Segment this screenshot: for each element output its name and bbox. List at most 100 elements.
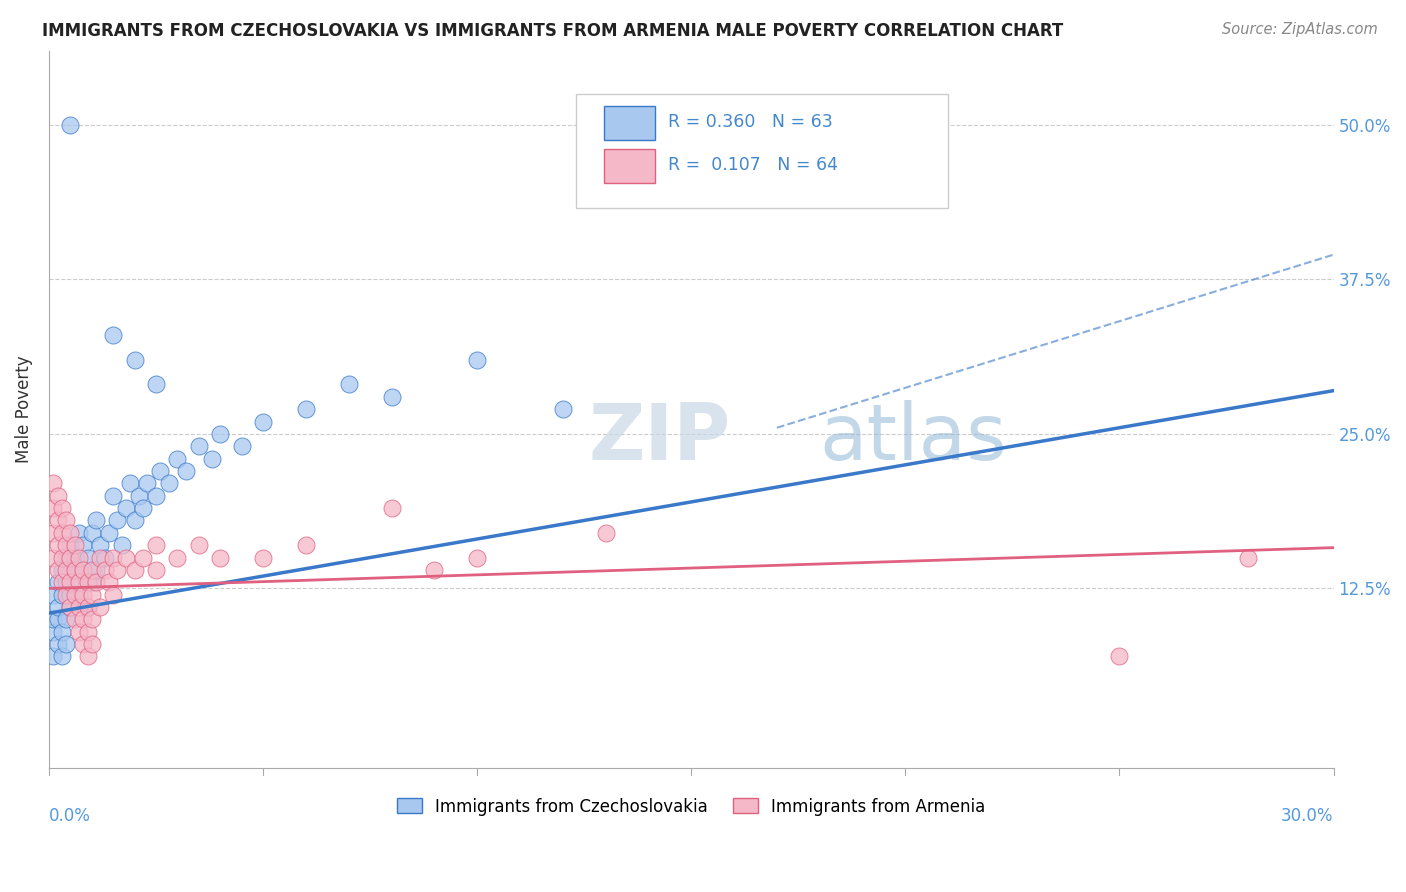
Point <box>72 563 94 577</box>
Point <box>124 352 146 367</box>
Point <box>55 588 77 602</box>
Point <box>157 476 180 491</box>
Point <box>1108 649 1130 664</box>
Point <box>59 563 82 577</box>
Point <box>59 525 82 540</box>
Point <box>103 328 125 343</box>
Point <box>423 563 446 577</box>
Point <box>115 501 138 516</box>
Point <box>145 489 167 503</box>
Point <box>63 575 86 590</box>
Point <box>209 426 232 441</box>
Point <box>72 588 94 602</box>
Point <box>80 612 103 626</box>
Point <box>84 513 107 527</box>
Point <box>201 451 224 466</box>
Point <box>59 599 82 614</box>
Point <box>67 550 90 565</box>
Point <box>42 624 65 639</box>
Point <box>46 599 69 614</box>
Point <box>42 649 65 664</box>
Legend: Immigrants from Czechoslovakia, Immigrants from Armenia: Immigrants from Czechoslovakia, Immigran… <box>388 789 994 824</box>
Point <box>51 624 73 639</box>
Point <box>76 599 98 614</box>
Point <box>51 525 73 540</box>
Point <box>187 439 209 453</box>
Point <box>46 513 69 527</box>
Point <box>55 563 77 577</box>
Point <box>103 588 125 602</box>
Point <box>80 637 103 651</box>
Point <box>252 415 274 429</box>
Point <box>132 501 155 516</box>
Point <box>63 538 86 552</box>
Point <box>149 464 172 478</box>
Point <box>46 637 69 651</box>
Point <box>380 501 402 516</box>
Point <box>107 513 129 527</box>
Point <box>67 588 90 602</box>
Point <box>124 563 146 577</box>
Point <box>187 538 209 552</box>
Point <box>103 489 125 503</box>
Point <box>551 402 574 417</box>
Point <box>97 575 120 590</box>
Point <box>89 538 111 552</box>
Point <box>63 612 86 626</box>
Point <box>63 563 86 577</box>
Point <box>72 612 94 626</box>
Point <box>55 513 77 527</box>
Point <box>76 624 98 639</box>
Point <box>465 352 488 367</box>
Point <box>337 377 360 392</box>
Point <box>89 550 111 565</box>
Point <box>132 550 155 565</box>
Text: Source: ZipAtlas.com: Source: ZipAtlas.com <box>1222 22 1378 37</box>
Point <box>55 538 77 552</box>
Point <box>145 377 167 392</box>
Point <box>59 599 82 614</box>
Text: R = 0.360   N = 63: R = 0.360 N = 63 <box>668 113 832 131</box>
Point <box>80 588 103 602</box>
Point <box>124 513 146 527</box>
Point <box>59 538 82 552</box>
Point <box>295 402 318 417</box>
Point <box>76 599 98 614</box>
Point <box>89 599 111 614</box>
Point <box>209 550 232 565</box>
Point <box>59 118 82 132</box>
Point <box>55 612 77 626</box>
Point <box>103 550 125 565</box>
Point <box>42 588 65 602</box>
Point <box>295 538 318 552</box>
Point <box>97 525 120 540</box>
FancyBboxPatch shape <box>575 94 948 209</box>
Point <box>63 588 86 602</box>
Y-axis label: Male Poverty: Male Poverty <box>15 355 32 463</box>
Point <box>67 525 90 540</box>
Point <box>59 550 82 565</box>
Point <box>465 550 488 565</box>
Point <box>595 525 617 540</box>
Point <box>107 563 129 577</box>
Point <box>380 390 402 404</box>
Point <box>93 550 115 565</box>
Point <box>67 599 90 614</box>
Point <box>55 550 77 565</box>
Text: ZIP: ZIP <box>589 400 731 475</box>
Point <box>166 451 188 466</box>
Point <box>67 624 90 639</box>
Point <box>136 476 159 491</box>
Text: atlas: atlas <box>820 400 1007 475</box>
Point <box>51 550 73 565</box>
Point <box>51 575 73 590</box>
Point <box>72 538 94 552</box>
Point <box>67 575 90 590</box>
Text: 30.0%: 30.0% <box>1281 807 1333 825</box>
Point <box>55 637 77 651</box>
Point <box>145 563 167 577</box>
Point <box>42 550 65 565</box>
Point <box>46 538 69 552</box>
Point <box>59 588 82 602</box>
Point <box>63 550 86 565</box>
